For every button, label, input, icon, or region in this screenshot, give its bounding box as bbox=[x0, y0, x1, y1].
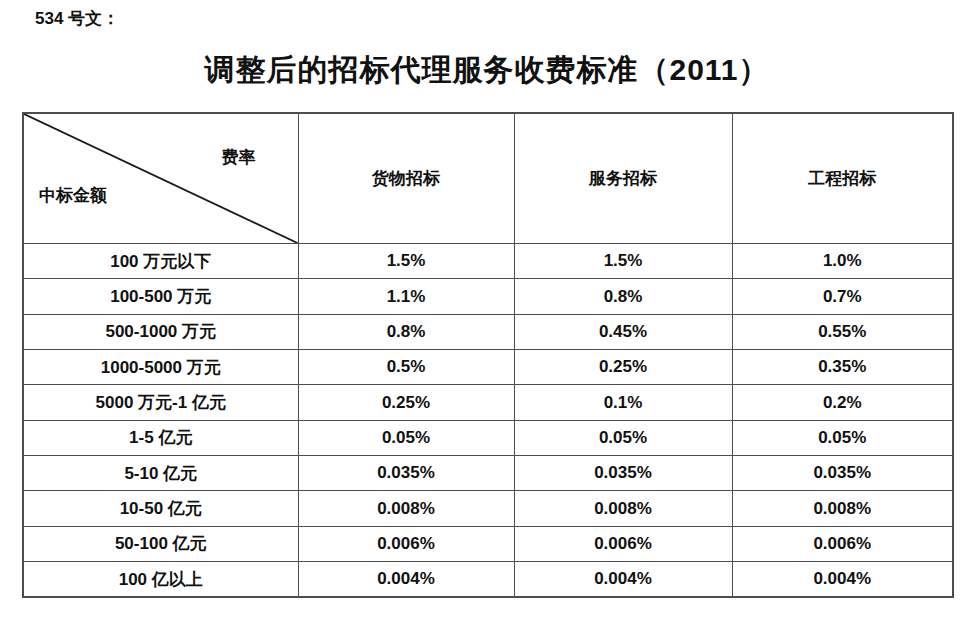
rate-cell: 1.5% bbox=[514, 244, 732, 279]
row-label: 1000-5000 万元 bbox=[23, 350, 298, 385]
rate-cell: 0.008% bbox=[298, 491, 514, 526]
row-label: 100-500 万元 bbox=[23, 279, 298, 314]
rate-cell: 1.1% bbox=[298, 279, 514, 314]
doc-number-label: 534 号文： bbox=[35, 7, 119, 30]
rate-cell: 0.7% bbox=[732, 279, 953, 314]
rate-cell: 0.006% bbox=[514, 526, 732, 561]
document-page: 534 号文： 调整后的招标代理服务收费标准（2011） 费率 中标金额 bbox=[0, 0, 979, 629]
row-label: 50-100 亿元 bbox=[23, 526, 298, 561]
rate-cell: 0.006% bbox=[298, 526, 514, 561]
rate-cell: 0.05% bbox=[514, 420, 732, 455]
page-title: 调整后的招标代理服务收费标准（2011） bbox=[22, 50, 952, 91]
rate-cell: 0.45% bbox=[514, 314, 732, 349]
rate-cell: 0.25% bbox=[514, 350, 732, 385]
rate-cell: 0.008% bbox=[514, 491, 732, 526]
rate-cell: 0.05% bbox=[732, 420, 953, 455]
table-row: 1000-5000 万元0.5%0.25%0.35% bbox=[23, 350, 953, 385]
rate-cell: 0.35% bbox=[732, 350, 953, 385]
rate-cell: 0.8% bbox=[298, 314, 514, 349]
rate-cell: 0.1% bbox=[514, 385, 732, 420]
rate-cell: 0.25% bbox=[298, 385, 514, 420]
table-row: 500-1000 万元0.8%0.45%0.55% bbox=[23, 314, 953, 349]
row-label: 100 亿以上 bbox=[23, 562, 298, 597]
corner-header-cell: 费率 中标金额 bbox=[23, 113, 298, 244]
rate-cell: 0.05% bbox=[298, 420, 514, 455]
rate-cell: 0.035% bbox=[514, 456, 732, 491]
diagonal-divider-line bbox=[24, 114, 298, 243]
rate-cell: 0.008% bbox=[732, 491, 953, 526]
column-header-engineering: 工程招标 bbox=[732, 113, 953, 244]
column-header-goods: 货物招标 bbox=[298, 113, 514, 244]
row-label: 1-5 亿元 bbox=[23, 420, 298, 455]
corner-box: 费率 中标金额 bbox=[24, 114, 298, 243]
rate-cell: 0.006% bbox=[732, 526, 953, 561]
row-label: 5000 万元-1 亿元 bbox=[23, 385, 298, 420]
row-label: 100 万元以下 bbox=[23, 244, 298, 279]
row-label: 500-1000 万元 bbox=[23, 314, 298, 349]
table-row: 50-100 亿元0.006%0.006%0.006% bbox=[23, 526, 953, 561]
table-row: 100 万元以下1.5%1.5%1.0% bbox=[23, 244, 953, 279]
column-header-services: 服务招标 bbox=[514, 113, 732, 244]
rate-cell: 0.035% bbox=[732, 456, 953, 491]
rate-cell: 0.004% bbox=[298, 562, 514, 597]
table-row: 1-5 亿元0.05%0.05%0.05% bbox=[23, 420, 953, 455]
table-row: 100 亿以上0.004%0.004%0.004% bbox=[23, 562, 953, 597]
corner-label-rate: 费率 bbox=[222, 146, 256, 169]
corner-label-bid-amount: 中标金额 bbox=[39, 184, 107, 207]
row-label: 5-10 亿元 bbox=[23, 456, 298, 491]
rate-cell: 0.5% bbox=[298, 350, 514, 385]
rate-cell: 0.8% bbox=[514, 279, 732, 314]
rate-cell: 0.2% bbox=[732, 385, 953, 420]
table-row: 100-500 万元1.1%0.8%0.7% bbox=[23, 279, 953, 314]
rate-cell: 0.004% bbox=[732, 562, 953, 597]
rate-cell: 0.035% bbox=[298, 456, 514, 491]
table-row: 10-50 亿元0.008%0.008%0.008% bbox=[23, 491, 953, 526]
fee-table: 费率 中标金额 货物招标 服务招标 工程招标 100 万元以下1.5%1.5%1… bbox=[22, 112, 954, 598]
table-row: 5000 万元-1 亿元0.25%0.1%0.2% bbox=[23, 385, 953, 420]
table-row: 5-10 亿元0.035%0.035%0.035% bbox=[23, 456, 953, 491]
rate-cell: 0.004% bbox=[514, 562, 732, 597]
row-label: 10-50 亿元 bbox=[23, 491, 298, 526]
rate-cell: 1.5% bbox=[298, 244, 514, 279]
table-header-row: 费率 中标金额 货物招标 服务招标 工程招标 bbox=[23, 113, 953, 244]
rate-cell: 1.0% bbox=[732, 244, 953, 279]
table-body: 100 万元以下1.5%1.5%1.0%100-500 万元1.1%0.8%0.… bbox=[23, 244, 953, 598]
rate-cell: 0.55% bbox=[732, 314, 953, 349]
